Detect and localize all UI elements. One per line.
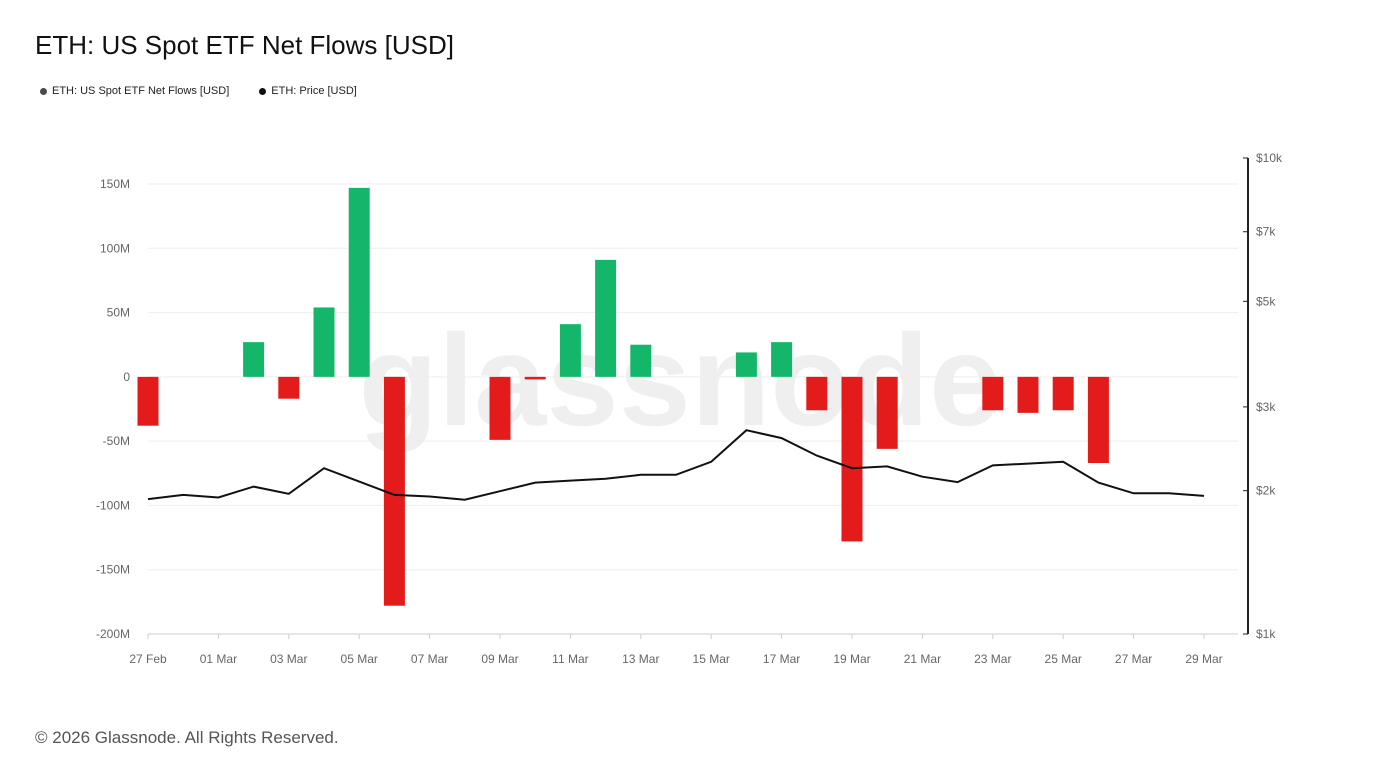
flow-bar [771, 342, 793, 377]
flow-bar [841, 376, 863, 542]
flow-bar [243, 342, 265, 377]
x-tick-label: 09 Mar [481, 652, 518, 666]
flow-bar [595, 259, 617, 377]
flow-bar [559, 324, 581, 377]
flow-bar [348, 187, 370, 377]
y-tick-label: 0 [123, 370, 130, 384]
x-tick-label: 19 Mar [833, 652, 870, 666]
legend-dot-icon [259, 87, 267, 95]
x-tick-label: 03 Mar [270, 652, 307, 666]
y-tick-label: 100M [100, 241, 130, 255]
x-tick-label: 15 Mar [693, 652, 730, 666]
flow-bar [137, 376, 159, 426]
grid-lines [148, 183, 1238, 635]
x-tick-label: 27 Feb [129, 652, 167, 666]
right-tick-label: $5k [1256, 294, 1276, 308]
flow-bar [982, 376, 1004, 411]
x-tick-label: 01 Mar [200, 652, 237, 666]
legend-item-net-flows[interactable]: ETH: US Spot ETF Net Flows [USD] [40, 85, 229, 97]
flow-bar [876, 376, 898, 449]
y-tick-label: 150M [100, 177, 130, 191]
x-tick-label: 11 Mar [552, 652, 588, 666]
x-tick-label: 05 Mar [341, 652, 378, 666]
legend-dot-icon [40, 87, 47, 95]
chart-area[interactable]: glassnode 150M 100M 50M 0 -50M -100M -150M -200… [0, 0, 1386, 700]
right-tick-label: $1k [1256, 627, 1276, 641]
right-tick-label: $7k [1256, 225, 1276, 239]
right-tick-label: $3k [1256, 400, 1276, 414]
y-tick-label: -50M [103, 434, 130, 448]
legend-label-net-flows: ETH: US Spot ETF Net Flows [USD] [52, 85, 230, 97]
flow-bar [313, 307, 335, 377]
flow-bar [278, 376, 300, 399]
right-tick-label: $10k [1256, 151, 1283, 165]
y-tick-label: 50M [107, 306, 130, 320]
flow-bar [383, 376, 405, 606]
x-tick-label: 23 Mar [974, 652, 1011, 666]
x-tick-label: 27 Mar [1115, 652, 1152, 666]
flow-bar [489, 376, 511, 440]
flow-bar [524, 376, 546, 380]
legend-label-price: ETH: Price [USD] [271, 85, 357, 97]
legend: ETH: US Spot ETF Net Flows [USD] ETH: Pr… [40, 85, 357, 97]
x-tick-label: 21 Mar [904, 652, 941, 666]
copyright-footer: © 2026 Glassnode. All Rights Reserved. [35, 728, 339, 747]
flow-bar [735, 352, 757, 377]
chart-title: ETH: US Spot ETF Net Flows [USD] [35, 30, 454, 60]
price-line [147, 429, 1205, 501]
x-tick-label: 07 Mar [411, 652, 448, 666]
flow-bar [1052, 376, 1074, 411]
bar-series [137, 187, 1109, 606]
y-tick-label: -200M [96, 627, 130, 641]
x-tick-label: 29 Mar [1185, 652, 1222, 666]
x-tick-label: 13 Mar [622, 652, 659, 666]
flow-bar [1017, 376, 1039, 413]
flow-bar [1087, 376, 1109, 463]
right-tick-label: $2k [1256, 484, 1276, 498]
y-tick-label: -100M [96, 498, 130, 512]
flow-bar [630, 344, 652, 377]
x-tick-label: 25 Mar [1045, 652, 1082, 666]
watermark-logo: glassnode [359, 307, 1002, 453]
legend-item-price[interactable]: ETH: Price [USD] [259, 85, 357, 97]
y-tick-label: -150M [96, 563, 130, 577]
flow-bar [806, 376, 828, 411]
axes: 150M 100M 50M 0 -50M -100M -150M -200M 27 Feb 01 … [96, 151, 1283, 666]
x-tick-label: 17 Mar [763, 652, 800, 666]
